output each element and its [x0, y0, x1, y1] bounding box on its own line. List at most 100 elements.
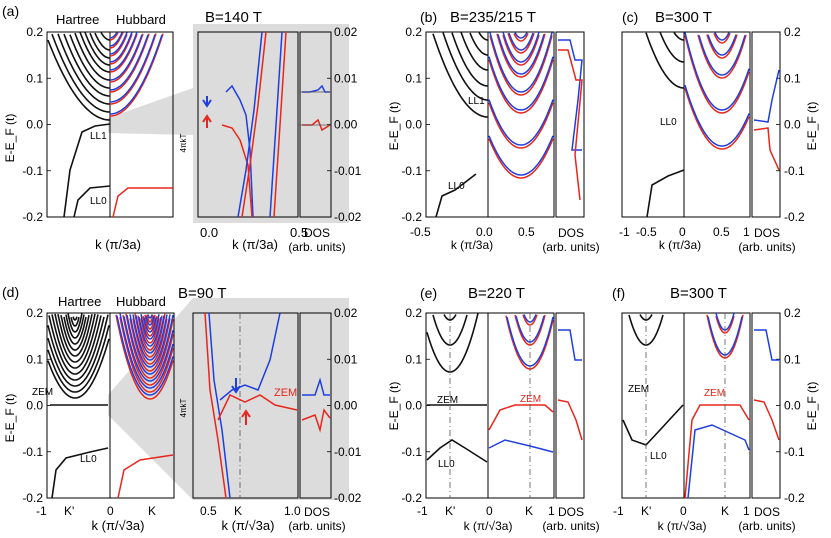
hartree-ll0 — [51, 447, 109, 499]
hubbard-up-level — [132, 318, 168, 365]
xtick-e-4: 1 — [548, 504, 555, 518]
ylabel-e: E-E_F (t) — [387, 382, 401, 431]
right-down-level — [514, 32, 528, 39]
ytick-label: -0.1 — [22, 164, 43, 178]
frame-hubbard-d — [109, 312, 175, 499]
xlabel-b: k (π/3a) — [451, 238, 493, 252]
xlabel-a: k (π/3a) — [95, 237, 141, 252]
ll0-label-b: LL0 — [448, 181, 465, 192]
dos-up-f — [753, 399, 780, 441]
right-down-level — [714, 32, 730, 41]
inset-ytick-label: 0.02 — [334, 25, 358, 39]
dos-unit-a: (arb. units) — [288, 240, 345, 254]
frame-dos-b — [555, 31, 585, 218]
hubbard-up-level — [115, 314, 174, 400]
dos-down-b — [558, 39, 583, 151]
left-level — [442, 32, 488, 101]
right-up-level — [715, 315, 735, 334]
right-down-level — [707, 34, 737, 56]
label-d: (d) — [2, 284, 19, 300]
hartree-level — [67, 312, 83, 333]
hubbard-down-level — [132, 314, 168, 361]
xtick-c-4: 1 — [743, 225, 750, 239]
right-down-low — [488, 439, 554, 453]
hartree-level — [47, 325, 110, 393]
right-down-level — [508, 32, 534, 51]
hubbard-up-level — [122, 315, 174, 386]
dos-label-f: DOS — [754, 505, 780, 519]
ytick-label: 0.2 — [26, 306, 43, 320]
inset-ytick-label: 0.01 — [334, 71, 358, 85]
right-up-level — [684, 35, 750, 114]
hubbard-down-level — [143, 317, 157, 333]
ytick-label: 0.2 — [26, 25, 43, 39]
label-c: (c) — [622, 9, 638, 25]
hartree-level — [47, 338, 110, 399]
label-a: (a) — [2, 3, 19, 19]
left-level — [659, 31, 685, 63]
inset-xtick-d-2: 1.0 — [284, 504, 301, 518]
panel-c: (c) B=300 T 0.20.10.0-0.1-0.2 -1 -0.5 0 … — [619, 9, 819, 254]
right-up-zem — [488, 404, 554, 431]
label-b: (b) — [420, 9, 437, 25]
ylabel-d: E-E_F (t) — [3, 394, 17, 443]
hubbard-up-level — [110, 33, 150, 93]
right-up-level — [507, 32, 535, 54]
title-c: B=300 T — [655, 9, 712, 26]
hartree-level — [51, 33, 110, 113]
inset-ytick-label: -0.01 — [334, 445, 362, 459]
title-e: B=220 T — [468, 285, 525, 302]
ytick-label: -0.2 — [401, 210, 422, 224]
xtick-d-3: K — [148, 504, 156, 518]
frame-right-b — [487, 31, 555, 218]
ll0-label-a: LL0 — [90, 196, 107, 207]
panel-f: (f) B=300 T 0.20.10.0-0.1-0.2 -1 K' 0 K … — [612, 285, 819, 533]
hartree-level — [57, 33, 110, 105]
hubbard-up-level — [119, 317, 174, 393]
title-f: B=300 T — [670, 285, 727, 302]
xtick-c-3: 0.5 — [713, 225, 730, 239]
ytick-label: -0.1 — [401, 164, 422, 178]
left-level — [432, 33, 488, 118]
hubbard-up-level — [109, 32, 124, 49]
ytick-label: -0.2 — [22, 210, 43, 224]
hubbard-up-level — [109, 33, 138, 73]
dos-down-e — [558, 329, 582, 361]
dos-down-f — [754, 329, 779, 361]
ytick-label: 0.0 — [405, 399, 422, 413]
hubbard-up-level — [146, 314, 154, 323]
hubbard-up-level — [137, 315, 163, 351]
dos-up-e — [557, 399, 583, 441]
hartree-ll1 — [63, 123, 111, 218]
gap-label-a: 4πkT — [179, 133, 188, 152]
dos-unit-b: (arb. units) — [542, 240, 599, 254]
arrow-down-icon — [202, 96, 212, 108]
frame-right-f — [683, 312, 751, 499]
inset-bg-a — [193, 24, 349, 223]
xtick-c-1: -0.5 — [636, 225, 657, 239]
title-a: B=140 T — [205, 9, 262, 26]
dos-label-a: DOS — [304, 226, 330, 240]
subtitle-hubbard-d: Hubbard — [116, 294, 166, 309]
hartree-level — [100, 32, 111, 41]
left-ll0 — [435, 173, 477, 218]
frame-right-c — [683, 31, 751, 218]
xtick-d-2: 0 — [107, 504, 114, 518]
hubbard-up-level — [144, 314, 156, 330]
title-d: B=90 T — [178, 285, 227, 302]
inset-ytick-label: -0.01 — [334, 164, 362, 178]
right-up-level — [706, 34, 738, 59]
left-level — [443, 314, 457, 321]
inset-zem-label-d: ZEM — [274, 387, 297, 399]
right-up-level — [522, 314, 538, 326]
hartree-level — [63, 33, 110, 97]
ytick-label: 0.0 — [405, 118, 422, 132]
arrow-down-icon — [231, 378, 241, 394]
right-down-level — [684, 32, 750, 111]
frame-right-e — [487, 312, 555, 499]
inset-up-branch-d — [204, 312, 227, 499]
inset-up-a — [221, 124, 253, 218]
right-up-level — [706, 314, 744, 359]
hubbard-down-level — [116, 315, 174, 396]
